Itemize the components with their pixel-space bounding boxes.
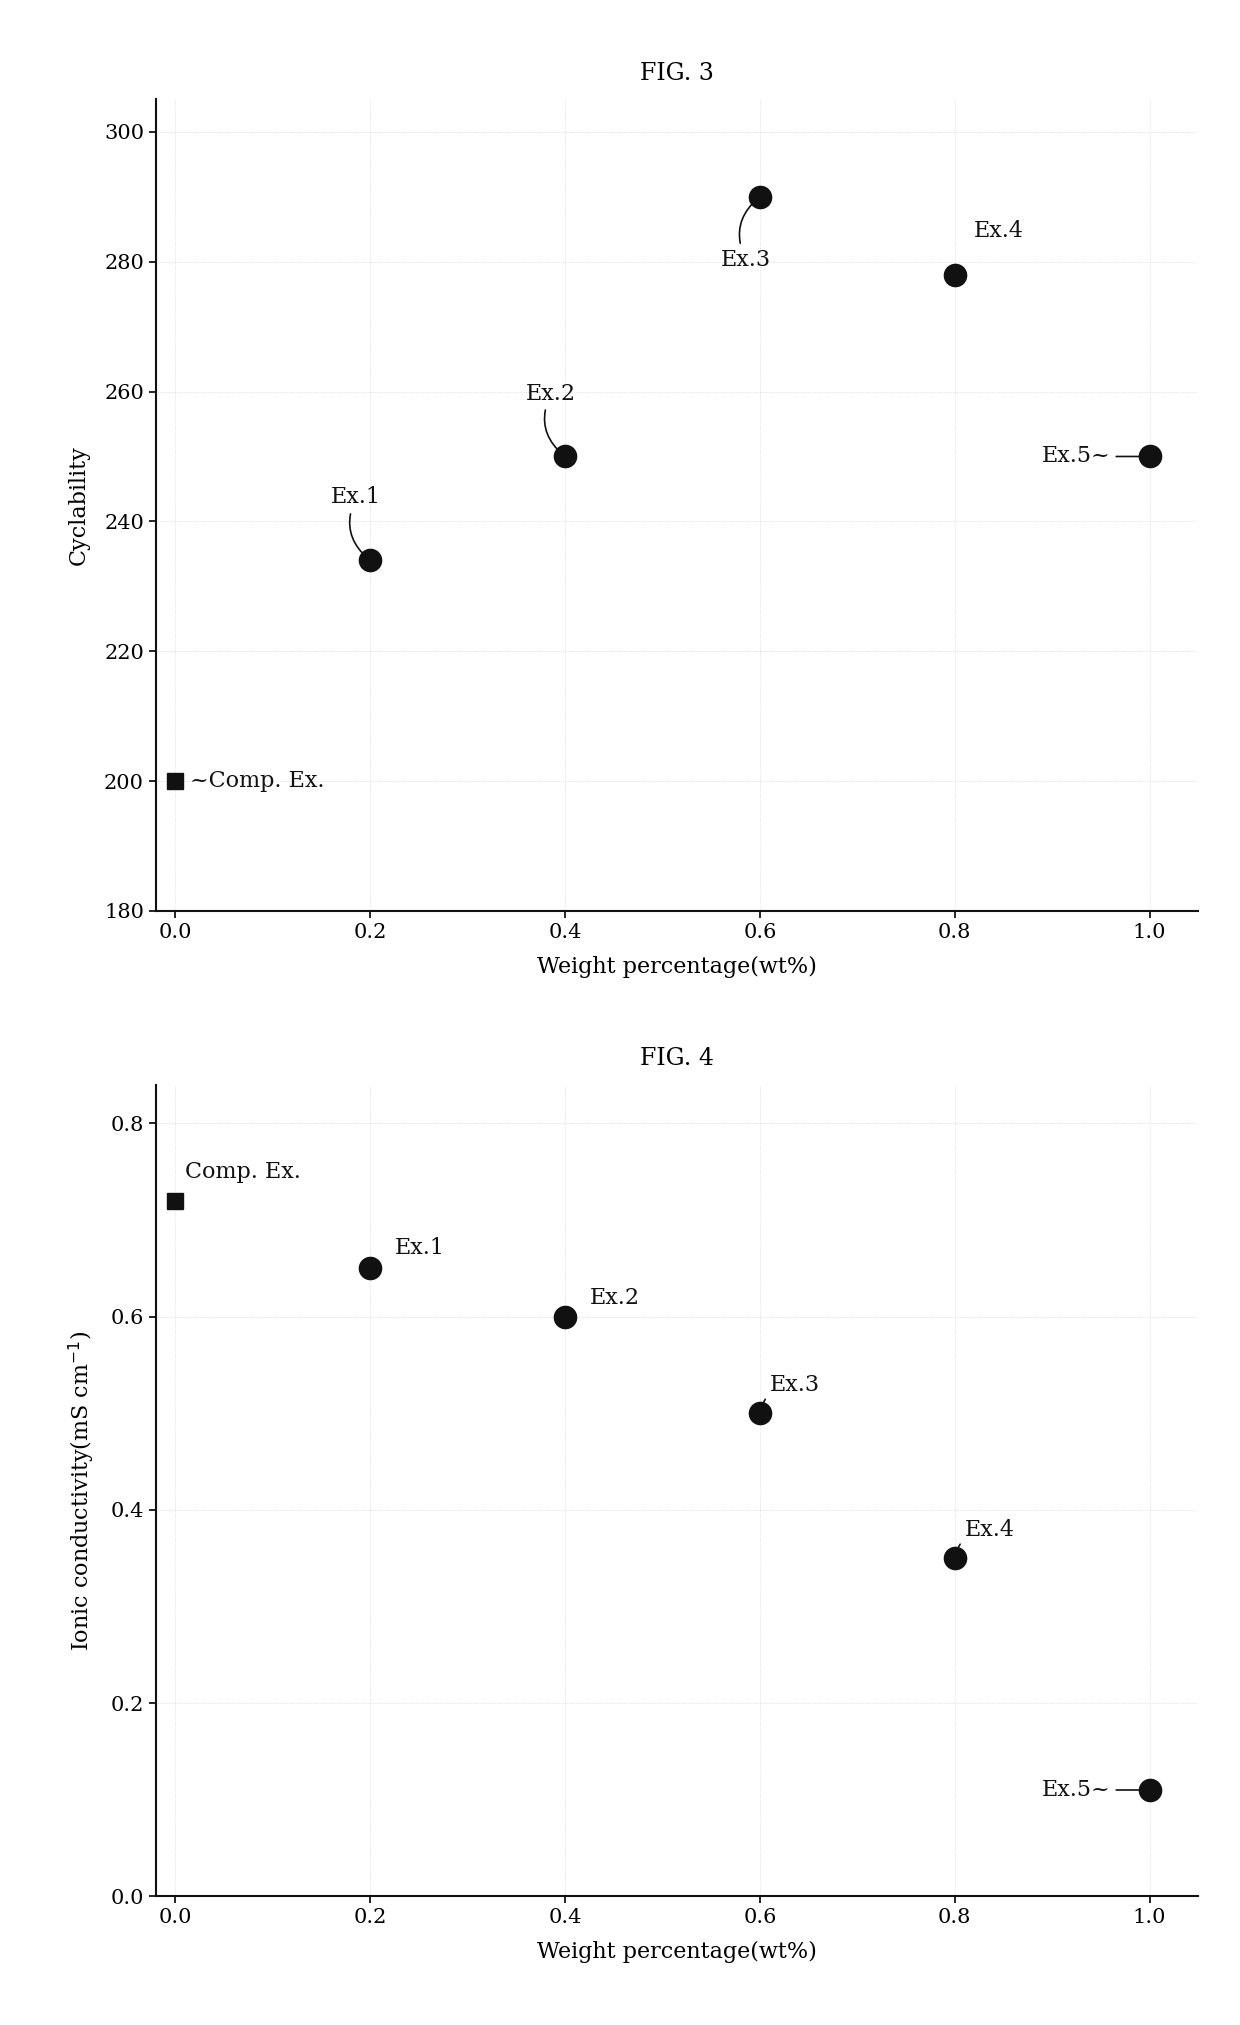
Text: Ex.3: Ex.3 — [760, 1373, 820, 1411]
Text: Ex.4: Ex.4 — [975, 221, 1024, 243]
Text: Ex.2: Ex.2 — [589, 1286, 640, 1308]
Text: Ex.5~: Ex.5~ — [1042, 1780, 1147, 1800]
Text: Ex.1: Ex.1 — [394, 1237, 445, 1260]
Y-axis label: Cyclability: Cyclability — [68, 446, 91, 565]
Y-axis label: Ionic conductivity(mS cm$^{-1}$): Ionic conductivity(mS cm$^{-1}$) — [67, 1330, 97, 1650]
Text: Ex.4: Ex.4 — [955, 1519, 1014, 1555]
Title: FIG. 3: FIG. 3 — [640, 63, 714, 85]
Title: FIG. 4: FIG. 4 — [640, 1047, 714, 1071]
Text: Ex.1: Ex.1 — [331, 486, 381, 559]
X-axis label: Weight percentage(wt%): Weight percentage(wt%) — [537, 1942, 817, 1962]
X-axis label: Weight percentage(wt%): Weight percentage(wt%) — [537, 956, 817, 978]
Text: Comp. Ex.: Comp. Ex. — [185, 1160, 301, 1183]
Text: Ex.2: Ex.2 — [526, 383, 577, 456]
Text: Ex.3: Ex.3 — [720, 198, 771, 271]
Text: Ex.5~: Ex.5~ — [1042, 446, 1147, 468]
Text: ~Comp. Ex.: ~Comp. Ex. — [190, 770, 325, 792]
